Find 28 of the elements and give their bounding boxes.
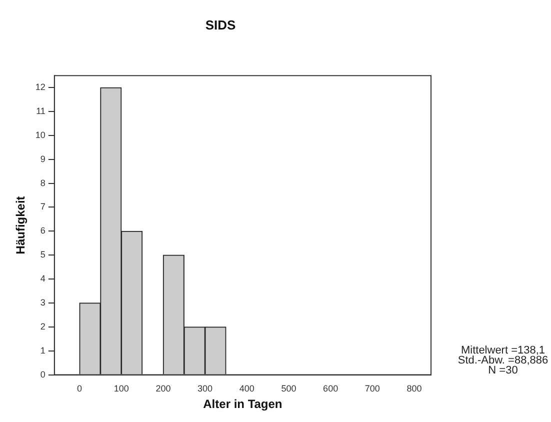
- y-tick-label: 5: [40, 250, 46, 260]
- x-tick-label: 400: [239, 384, 254, 394]
- x-tick-label: 0: [77, 384, 82, 394]
- y-axis-title: Häufigkeit: [14, 196, 28, 254]
- y-tick-label: 2: [40, 321, 46, 332]
- x-tick-label: 300: [198, 384, 213, 394]
- y-tick-label: 1: [40, 345, 46, 356]
- x-axis-title: Alter in Tagen: [203, 397, 282, 412]
- y-tick-label: 3: [40, 297, 46, 308]
- x-tick-label: 600: [323, 384, 338, 394]
- x-tick-label: 200: [156, 384, 171, 394]
- y-tick-label: 12: [35, 82, 46, 92]
- x-tick-label: 800: [406, 384, 422, 394]
- y-tick-label: 8: [40, 178, 46, 188]
- y-tick-label: 4: [40, 274, 46, 284]
- text: Mittelwert =138,1: [460, 344, 546, 356]
- y-tick-label: 10: [35, 130, 46, 140]
- y-tick-label: 6: [40, 226, 46, 236]
- text: N =30: [488, 364, 518, 376]
- chart-title: SIDS: [205, 17, 236, 32]
- x-tick-label: 700: [364, 384, 380, 394]
- x-tick-label: 500: [281, 384, 296, 394]
- y-tick-label: 11: [36, 106, 46, 116]
- y-tick-label: 9: [40, 154, 46, 164]
- text: Std.-Abw. =88,886: [458, 354, 548, 366]
- x-tick-label: 100: [114, 384, 129, 394]
- y-tick-label: 0: [40, 369, 46, 380]
- y-tick-label: 7: [40, 202, 46, 212]
